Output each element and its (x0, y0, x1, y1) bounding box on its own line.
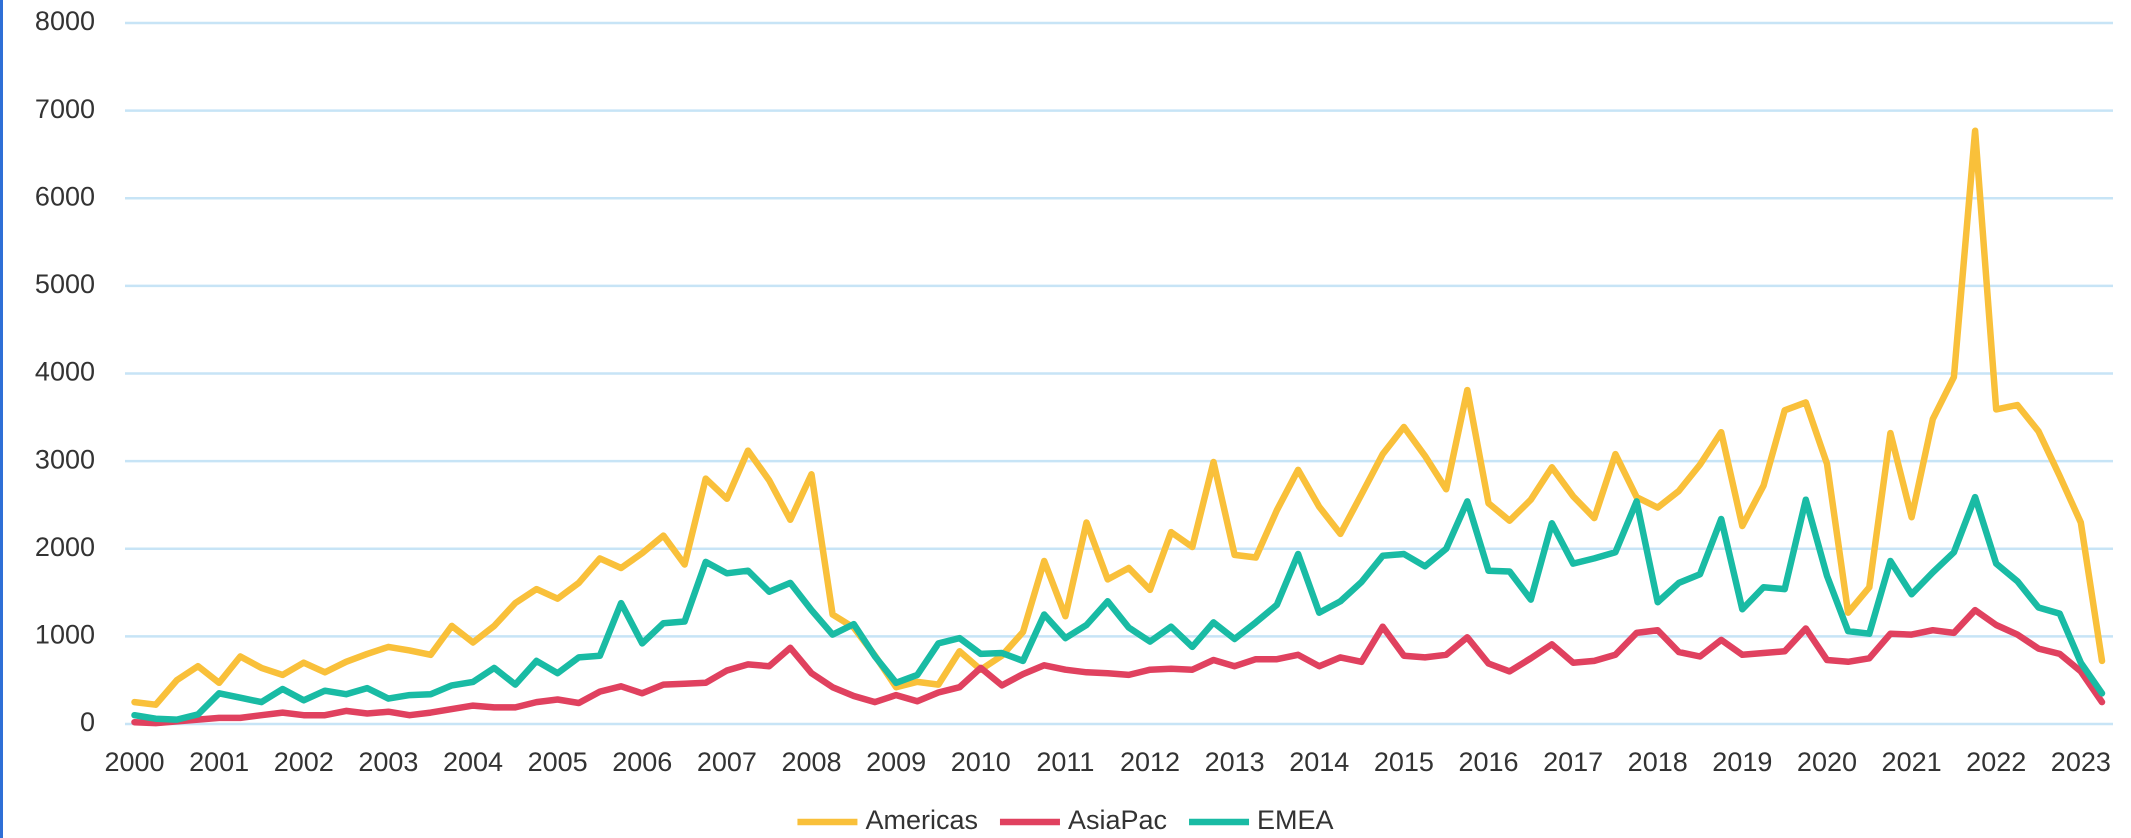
x-tick-label: 2018 (1628, 747, 1688, 777)
series-line (131, 127, 2106, 708)
x-tick-label: 2022 (1966, 747, 2026, 777)
x-tick-label: 2012 (1120, 747, 1180, 777)
y-tick-label: 6000 (35, 181, 95, 211)
x-tick-label: 2014 (1289, 747, 1349, 777)
x-tick-label: 2016 (1458, 747, 1518, 777)
series-line (131, 493, 2106, 723)
x-tick-label: 2002 (274, 747, 334, 777)
x-tick-label: 2007 (697, 747, 757, 777)
x-tick-label: 2001 (189, 747, 249, 777)
grid (125, 21, 2113, 726)
x-tick-label: 2020 (1797, 747, 1857, 777)
x-tick-label: 2009 (866, 747, 926, 777)
series-line (131, 606, 2106, 727)
x-tick-label: 2004 (443, 747, 503, 777)
y-tick-label: 1000 (35, 620, 95, 650)
axes: 0 1000 2000 3000 4000 5000 6000 7000 8000 2000 200… (35, 6, 2111, 777)
x-tick-label: 2008 (781, 747, 841, 777)
x-tick-label: 2013 (1205, 747, 1265, 777)
x-tick-label: 2005 (528, 747, 588, 777)
plot-area (131, 127, 2106, 727)
x-tick-label: 2017 (1543, 747, 1603, 777)
x-tick-label: 2000 (104, 747, 164, 777)
legend-label: AsiaPac (1068, 805, 1167, 835)
y-tick-label: 0 (80, 707, 95, 737)
window-edge (0, 0, 3, 838)
y-tick-label: 5000 (35, 269, 95, 299)
legend-label: EMEA (1257, 805, 1334, 835)
x-tick-label: 2011 (1036, 747, 1094, 777)
x-tick-label: 2006 (612, 747, 672, 777)
y-tick-label: 7000 (35, 94, 95, 124)
x-tick-label: 2021 (1882, 747, 1942, 777)
y-tick-label: 8000 (35, 6, 95, 36)
y-tick-label: 2000 (35, 532, 95, 562)
x-tick-label: 2010 (951, 747, 1011, 777)
x-tick-label: 2023 (2051, 747, 2111, 777)
y-tick-label: 3000 (35, 444, 95, 474)
x-tick-label: 2003 (358, 747, 418, 777)
y-tick-label: 4000 (35, 357, 95, 387)
x-tick-label: 2015 (1374, 747, 1434, 777)
legend-label: Americas (865, 805, 978, 835)
legend: Americas AsiaPac EMEA (797, 805, 1334, 835)
x-tick-label: 2019 (1712, 747, 1772, 777)
